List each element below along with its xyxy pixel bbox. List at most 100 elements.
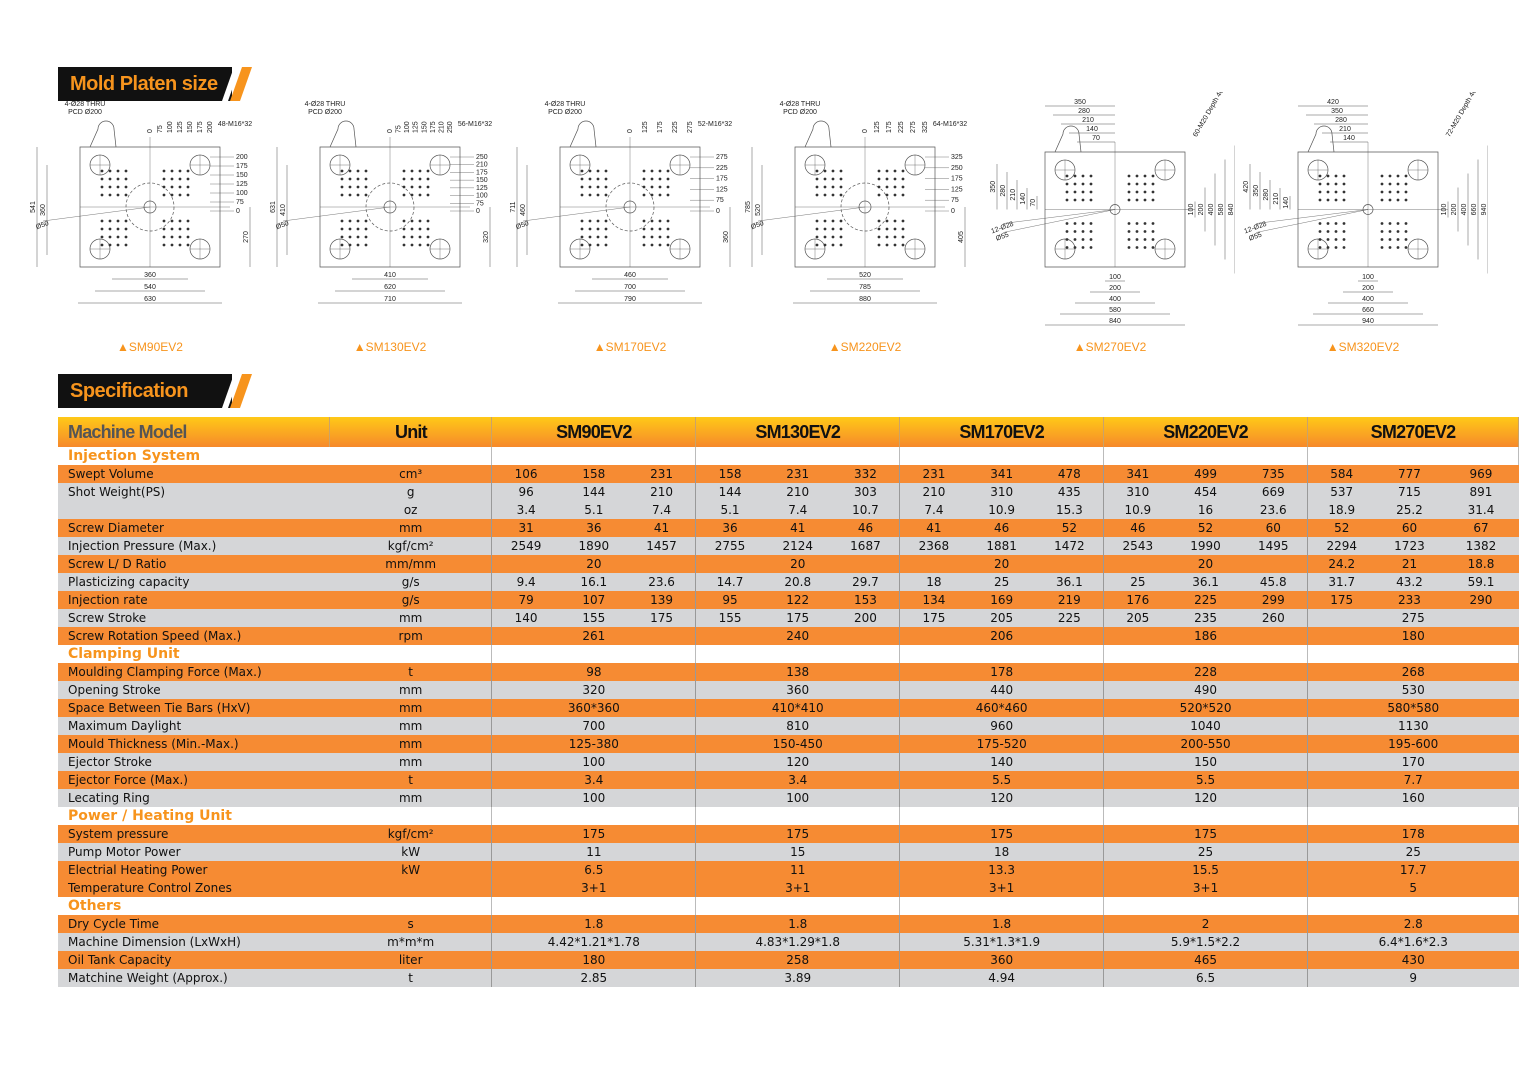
value-cell: 36 — [695, 519, 764, 537]
section-row: Power / Heating Unit — [58, 807, 1519, 825]
table-row: Screw Stroke mm 140 155 175 155 175 200 175 205 22… — [58, 609, 1519, 627]
value-cell: 341 — [1103, 465, 1172, 483]
table-row: Opening Stroke mm 320 360 440 490 530 — [58, 681, 1519, 699]
dimension-label: 410 — [384, 272, 396, 279]
value-cell: 360 — [899, 951, 1104, 969]
row-unit: mm — [329, 753, 492, 771]
dimension-label: 541 — [30, 201, 37, 213]
tick-label: 0 — [147, 129, 154, 133]
hole-callout: Ø50 — [750, 220, 765, 231]
tick-label: 100 — [236, 190, 248, 197]
dimension-label: 100 — [1109, 274, 1121, 281]
value-cell: 261 — [491, 627, 696, 645]
tick-label: 125 — [716, 186, 728, 193]
section-label: Power / Heating Unit — [58, 807, 493, 825]
table-row: Oil Tank Capacity liter 180 258 360 465 430 — [58, 951, 1519, 969]
platen-drawing-sm170ev2: 4-Ø28 THRU PCD Ø200 52-M16*32 0 125 175 225 275… — [505, 92, 755, 362]
tick-label: 250 — [951, 165, 963, 172]
value-cell: 341 — [967, 465, 1036, 483]
row-label: Machine Dimension (LxWxH) — [58, 933, 330, 951]
value-cell: 410*410 — [695, 699, 900, 717]
row-label: Swept Volume — [58, 465, 330, 483]
row-unit: t — [329, 663, 492, 681]
tick-label: 250 — [447, 121, 454, 133]
value-cell: 18.9 — [1307, 501, 1376, 519]
triangle-icon: ▲ — [117, 340, 129, 354]
value-cell: 176 — [1103, 591, 1172, 609]
value-cell: 9 — [1307, 969, 1519, 987]
value-cell: 231 — [763, 465, 832, 483]
tick-label: 75 — [951, 197, 959, 204]
value-cell: 15.5 — [1103, 861, 1308, 879]
value-cell: 158 — [695, 465, 764, 483]
tick-label: 250 — [476, 154, 488, 161]
value-cell: 7.4 — [763, 501, 832, 519]
value-cell: 5 — [1307, 879, 1519, 897]
empty-cell — [491, 807, 697, 825]
row-label: Injection rate — [58, 591, 330, 609]
tick-label: 275 — [716, 154, 728, 161]
drawing-model-name: SM170EV2 — [605, 340, 667, 354]
table-row: Space Between Tie Bars (HxV) mm 360*360 410… — [58, 699, 1519, 717]
triangle-icon: ▲ — [1326, 340, 1339, 354]
row-label: Dry Cycle Time — [58, 915, 330, 933]
row-unit: rpm — [329, 627, 492, 645]
value-cell: 52 — [1035, 519, 1104, 537]
value-cell: 969 — [1443, 465, 1519, 483]
value-cell: 7.4 — [627, 501, 696, 519]
table-row: Mould Thickness (Min.-Max.) mm 125-380 150-… — [58, 735, 1519, 753]
tick-label: 175 — [716, 176, 728, 183]
tick-label: 175 — [430, 121, 437, 133]
value-cell: 5.5 — [1103, 771, 1308, 789]
value-cell: 175 — [1307, 591, 1376, 609]
tick-label: 225 — [716, 165, 728, 172]
value-cell: 2124 — [763, 537, 832, 555]
hole-callout: Ø50 — [515, 220, 530, 231]
empty-cell — [1103, 807, 1308, 825]
tick-label: 150 — [187, 121, 194, 133]
table-row: Matchine Weight (Approx.) t 2.85 3.89 4.94 6.… — [58, 969, 1519, 987]
table-row: Electrial Heating Power kW 6.5 11 13.3 15.5 17… — [58, 861, 1519, 879]
row-label: Space Between Tie Bars (HxV) — [58, 699, 330, 717]
section-row: Injection System — [58, 447, 1519, 465]
dimension-label: 360 — [40, 204, 47, 216]
tick-label: 100 — [404, 121, 411, 133]
thread-callout: 52-M16*32 — [698, 121, 732, 128]
value-cell: 36.1 — [1171, 573, 1240, 591]
empty-cell — [1103, 447, 1308, 465]
value-cell: 106 — [491, 465, 560, 483]
row-unit: mm — [329, 735, 492, 753]
value-cell: 275 — [1307, 609, 1519, 627]
value-cell: 10.9 — [1103, 501, 1172, 519]
dimension-label: 630 — [144, 296, 156, 303]
value-cell: 310 — [1103, 483, 1172, 501]
tick-label: 0 — [627, 129, 634, 133]
value-cell: 231 — [627, 465, 696, 483]
specification-table: Machine Model Unit SM90EV2 SM130EV2 SM170EV2… — [58, 417, 1519, 987]
value-cell: 210 — [899, 483, 968, 501]
tick-label: 125 — [951, 186, 963, 193]
row-label: Pump Motor Power — [58, 843, 330, 861]
triangle-icon: ▲ — [828, 340, 841, 354]
value-cell: 175 — [695, 825, 900, 843]
tick-label: 175 — [886, 121, 893, 133]
value-cell: 52 — [1171, 519, 1240, 537]
value-cell: 134 — [899, 591, 968, 609]
value-cell: 6.5 — [491, 861, 696, 879]
value-cell: 1723 — [1375, 537, 1444, 555]
empty-cell — [1307, 807, 1519, 825]
tick-label: 75 — [236, 199, 244, 206]
value-cell: 140 — [491, 609, 560, 627]
triangle-icon: ▲ — [353, 340, 366, 354]
platen-drawing-sm270ev2: 60-M20 Depth 40 350 280 210 140 70 350 280 210 14… — [985, 92, 1235, 362]
table-row: oz 3.4 5.1 7.4 5.1 7.4 10.7 7.4 10.9 15.3 10.9 16 23… — [58, 501, 1519, 519]
row-unit: kW — [329, 861, 492, 879]
value-cell: 120 — [899, 789, 1104, 807]
value-cell: 810 — [695, 717, 900, 735]
value-cell: 2.8 — [1307, 915, 1519, 933]
value-cell: 210 — [627, 483, 696, 501]
row-unit: mm — [329, 519, 492, 537]
value-cell: 435 — [1035, 483, 1104, 501]
value-cell: 2368 — [899, 537, 968, 555]
